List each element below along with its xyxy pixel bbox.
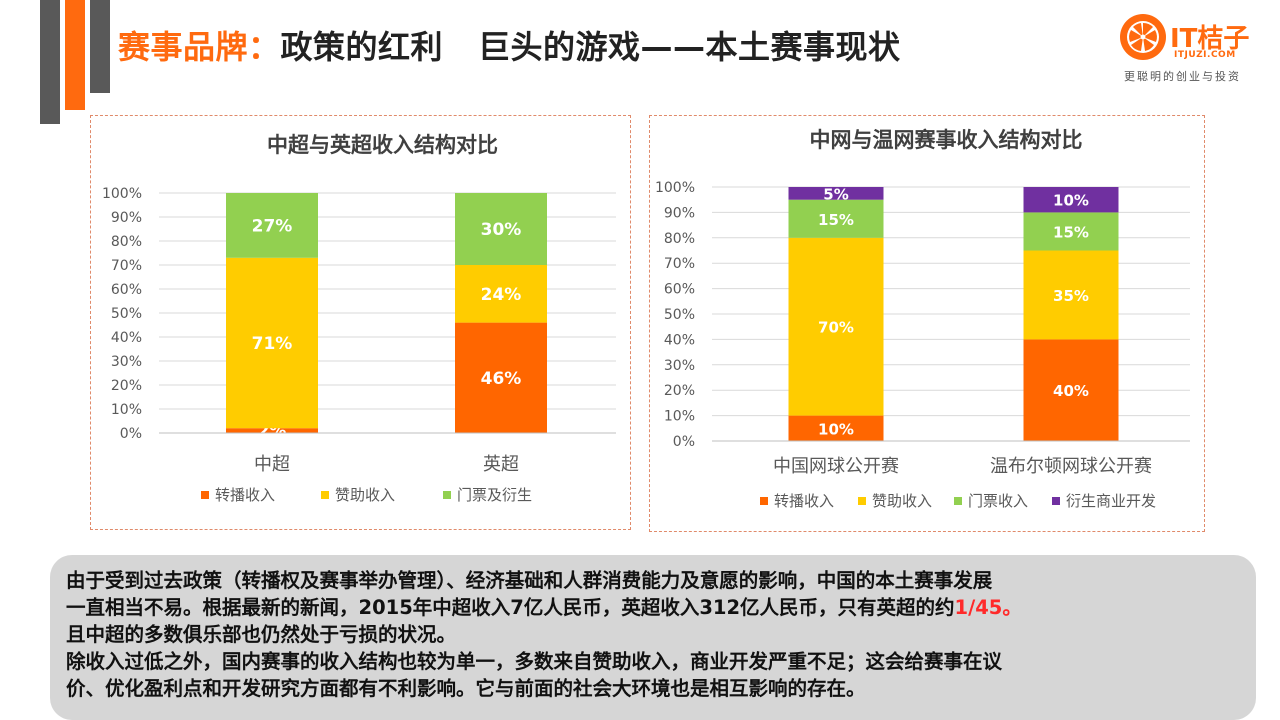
bar-segment bbox=[1023, 339, 1119, 441]
legend-label: 赞助收入 bbox=[872, 492, 932, 510]
data-label: 35% bbox=[1053, 287, 1089, 305]
data-label: 10% bbox=[818, 420, 854, 438]
legend-swatch bbox=[954, 497, 962, 505]
data-label: 46% bbox=[481, 369, 522, 389]
chart-csl-vs-epl: 中超与英超收入结构对比 0% 10% 20% 30% 40% 50% 60% 70% 80% 90%… bbox=[102, 133, 616, 504]
title-main: 政策的红利 巨头的游戏——本土赛事现状 bbox=[280, 28, 901, 66]
y-tick-label: 20% bbox=[664, 383, 695, 399]
y-tick-label: 100% bbox=[655, 180, 695, 196]
decor-bar-orange bbox=[65, 0, 85, 110]
orange-slice-icon bbox=[1120, 14, 1166, 60]
data-label: 10% bbox=[1053, 192, 1089, 210]
chart-chinaopen-vs-wimbledon: 中网与温网赛事收入结构对比 0% 10% 20% 30% 40% 50% 60% 70% 80% 9… bbox=[655, 128, 1190, 510]
bar-segment bbox=[455, 193, 547, 265]
y-tick-label: 100% bbox=[102, 186, 142, 202]
legend-swatch bbox=[443, 491, 451, 499]
bar-segment bbox=[1023, 212, 1119, 251]
data-label: 27% bbox=[252, 216, 293, 236]
y-tick-label: 10% bbox=[664, 409, 695, 425]
y-tick-label: 90% bbox=[664, 205, 695, 221]
bar-segment bbox=[226, 193, 318, 258]
legend-label: 门票及衍生 bbox=[457, 486, 532, 504]
data-label: 40% bbox=[1053, 382, 1089, 400]
y-tick-label: 10% bbox=[111, 402, 142, 418]
legend-swatch bbox=[1052, 497, 1060, 505]
brand-logo: IT桔子 ITJUZI.COM 更聪明的创业与投资 bbox=[1118, 10, 1258, 90]
data-label: 71% bbox=[252, 334, 293, 354]
y-tick-label: 60% bbox=[111, 282, 142, 298]
bar-segment bbox=[455, 265, 547, 323]
bar-segment bbox=[788, 237, 884, 416]
note-highlight-ratio: 1/45。 bbox=[954, 596, 1022, 619]
y-tick-label: 70% bbox=[664, 256, 695, 272]
y-tick-label: 50% bbox=[664, 307, 695, 323]
decor-bar-gray-1 bbox=[40, 0, 60, 124]
x-category-label: 中国网球公开赛 bbox=[773, 456, 899, 477]
legend-swatch bbox=[760, 497, 768, 505]
note-line-3: 且中超的多数俱乐部也仍然处于亏损的状况。 bbox=[66, 623, 457, 646]
logo-domain: ITJUZI.COM bbox=[1174, 50, 1236, 60]
legend-swatch bbox=[858, 497, 866, 505]
bar-segment bbox=[1023, 187, 1119, 213]
legend-label: 门票收入 bbox=[968, 492, 1028, 510]
note-line-1: 由于受到过去政策（转播权及赛事举办管理）、经济基础和人群消费能力及意愿的影响，中… bbox=[66, 569, 993, 592]
note-line-2-text: 一直相当不易。根据最新的新闻，2015年中超收入7亿人民币，英超收入312亿人民… bbox=[66, 596, 955, 619]
legend-label: 衍生商业开发 bbox=[1066, 492, 1156, 510]
note-line-2: 一直相当不易。根据最新的新闻，2015年中超收入7亿人民币，英超收入312亿人民… bbox=[66, 594, 1236, 621]
legend-swatch bbox=[201, 491, 209, 499]
y-tick-label: 0% bbox=[120, 426, 142, 442]
y-tick-label: 20% bbox=[111, 378, 142, 394]
y-tick-label: 90% bbox=[111, 210, 142, 226]
title-highlight: 赛事品牌： bbox=[118, 28, 281, 66]
page-title: 赛事品牌：政策的红利 巨头的游戏——本土赛事现状 bbox=[118, 22, 900, 68]
y-tick-label: 0% bbox=[673, 434, 695, 450]
chart-panel-chinaopen-vs-wimbledon: 中网与温网赛事收入结构对比 0% 10% 20% 30% 40% 50% 60% 70% 80% 9… bbox=[649, 115, 1205, 532]
y-tick-label: 70% bbox=[111, 258, 142, 274]
bar-segment bbox=[455, 322, 547, 433]
chart-title: 中超与英超收入结构对比 bbox=[267, 133, 498, 157]
logo-name: IT桔子 bbox=[1170, 24, 1250, 54]
x-category-label: 英超 bbox=[483, 454, 519, 475]
note-line-5: 价、优化盈利点和开发研究方面都有不利影响。它与前面的社会大环境也是相互影响的存在… bbox=[66, 677, 866, 700]
bar-segment bbox=[788, 199, 884, 238]
bar-segment bbox=[788, 415, 884, 441]
data-label: 24% bbox=[481, 285, 522, 305]
legend-label: 转播收入 bbox=[215, 486, 275, 504]
bar-segment bbox=[788, 187, 884, 200]
y-tick-label: 80% bbox=[664, 231, 695, 247]
y-tick-label: 40% bbox=[111, 330, 142, 346]
chart-panel-csl-vs-epl: 中超与英超收入结构对比 0% 10% 20% 30% 40% 50% 60% 70% 80% 90%… bbox=[90, 115, 631, 530]
x-category-label: 中超 bbox=[254, 454, 290, 475]
data-label: 30% bbox=[481, 220, 522, 240]
data-label: 15% bbox=[818, 211, 854, 229]
note-line-4: 除收入过低之外，国内赛事的收入结构也较为单一，多数来自赞助收入，商业开发严重不足… bbox=[66, 650, 1003, 673]
y-tick-label: 50% bbox=[111, 306, 142, 322]
legend-label: 转播收入 bbox=[774, 492, 834, 510]
data-label: 70% bbox=[818, 319, 854, 337]
chart-title: 中网与温网赛事收入结构对比 bbox=[810, 128, 1083, 152]
bar-segment bbox=[1023, 250, 1119, 340]
legend-label: 赞助收入 bbox=[335, 486, 395, 504]
y-tick-label: 60% bbox=[664, 282, 695, 298]
bar-segment bbox=[226, 428, 318, 433]
data-label: 15% bbox=[1053, 223, 1089, 241]
x-category-label: 温布尔顿网球公开赛 bbox=[990, 456, 1152, 477]
y-tick-label: 80% bbox=[111, 234, 142, 250]
decor-bar-gray-2 bbox=[90, 0, 110, 93]
y-tick-label: 30% bbox=[664, 358, 695, 374]
summary-note: 由于受到过去政策（转播权及赛事举办管理）、经济基础和人群消费能力及意愿的影响，中… bbox=[50, 555, 1256, 720]
data-label: 5% bbox=[823, 185, 848, 203]
legend-swatch bbox=[321, 491, 329, 499]
y-tick-label: 30% bbox=[111, 354, 142, 370]
logo-slogan: 更聪明的创业与投资 bbox=[1124, 70, 1241, 83]
y-tick-label: 40% bbox=[664, 332, 695, 348]
bar-segment bbox=[226, 257, 318, 429]
